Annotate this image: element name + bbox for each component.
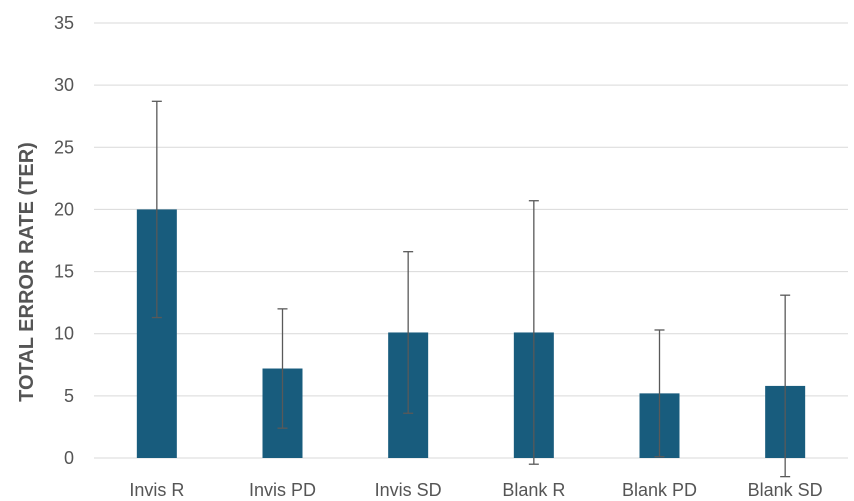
- error-bar: [403, 251, 414, 414]
- y-axis-tick-labels: 0 5 10 15 20 25 30 35: [54, 13, 74, 468]
- y-tick-label: 10: [54, 324, 74, 344]
- x-category-label: Invis PD: [249, 480, 316, 500]
- y-tick-label: 30: [54, 75, 74, 95]
- x-category-label: Invis SD: [375, 480, 442, 500]
- error-bar: [277, 308, 288, 429]
- error-bar: [654, 329, 665, 458]
- error-bar: [528, 200, 539, 465]
- error-bars: [151, 100, 791, 478]
- y-tick-label: 0: [64, 448, 74, 468]
- y-tick-label: 35: [54, 13, 74, 33]
- y-tick-label: 20: [54, 199, 74, 219]
- y-tick-label: 15: [54, 262, 74, 282]
- x-category-label: Blank R: [502, 480, 565, 500]
- y-axis-title: TOTAL ERROR RATE (TER): [16, 142, 38, 402]
- x-category-label: Blank SD: [748, 480, 823, 500]
- error-bar: [780, 294, 791, 478]
- gridlines: [94, 22, 848, 459]
- x-category-label: Invis R: [129, 480, 184, 500]
- y-tick-label: 5: [64, 386, 74, 406]
- y-tick-label: 25: [54, 137, 74, 157]
- x-axis-category-labels: Invis R Invis PD Invis SD Blank R Blank PD Bl…: [129, 480, 822, 500]
- error-bar: [151, 100, 162, 319]
- x-category-label: Blank PD: [622, 480, 697, 500]
